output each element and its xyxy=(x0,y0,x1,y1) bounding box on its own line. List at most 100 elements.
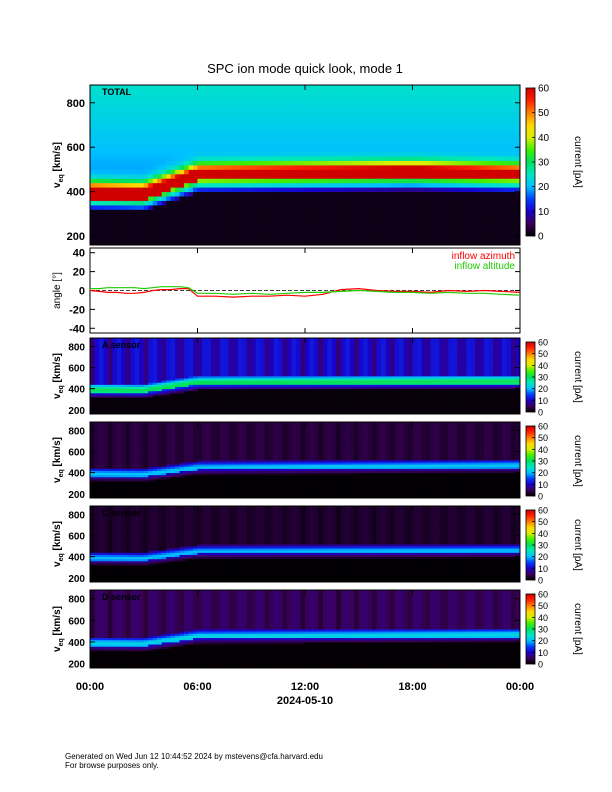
heatmap-cell xyxy=(90,363,95,366)
heatmap-cell xyxy=(237,196,243,201)
heatmap-cell xyxy=(184,182,189,188)
heatmap-cell xyxy=(130,403,136,406)
heatmap-cell xyxy=(201,386,207,390)
heatmap-cell xyxy=(497,222,503,228)
heatmap-cell xyxy=(367,111,373,117)
heatmap-cell xyxy=(443,240,449,246)
heatmap-cell xyxy=(157,354,163,358)
heatmap-cell xyxy=(246,378,252,381)
heatmap-cell xyxy=(354,165,360,170)
heatmap-cell xyxy=(170,107,176,113)
heatmap-cell xyxy=(511,98,516,104)
heatmap-cell xyxy=(430,138,436,144)
heatmap-cell xyxy=(107,231,113,237)
heatmap-cell xyxy=(125,386,131,390)
heatmap-cell xyxy=(184,165,189,170)
heatmap-cell xyxy=(327,240,333,246)
heatmap-cell xyxy=(403,85,409,90)
heatmap-cell xyxy=(273,222,279,228)
heatmap-cell xyxy=(139,338,145,341)
heatmap-cell xyxy=(90,222,95,228)
heatmap-cell xyxy=(448,218,454,224)
heatmap-cell xyxy=(264,352,270,356)
heatmap-cell xyxy=(237,390,243,394)
heatmap-cell xyxy=(157,344,163,347)
heatmap-cell xyxy=(188,200,194,206)
heatmap-cell xyxy=(475,178,481,184)
heatmap-cell xyxy=(161,98,167,104)
heatmap-cell xyxy=(264,390,270,394)
heatmap-cell xyxy=(264,89,270,95)
heatmap-cell xyxy=(502,213,507,219)
heatmap-cell xyxy=(260,365,266,368)
heatmap-cell xyxy=(390,187,395,193)
heatmap-cell xyxy=(219,338,225,341)
heatmap-cell xyxy=(358,213,364,219)
heatmap-cell xyxy=(148,338,154,341)
heatmap-cell xyxy=(322,165,328,170)
heatmap-cell xyxy=(327,116,333,121)
legend-entry-inflow-azimuth: inflow azimuth xyxy=(452,251,515,262)
heatmap-cell xyxy=(161,120,167,126)
heatmap-cell xyxy=(143,147,149,153)
heatmap-cell xyxy=(296,85,301,90)
heatmap-cell xyxy=(367,89,373,95)
heatmap-cell xyxy=(430,133,436,139)
heatmap-cell xyxy=(143,222,149,228)
heatmap-cell xyxy=(233,399,239,402)
heatmap-cell xyxy=(94,240,100,246)
heatmap-cell xyxy=(148,373,154,377)
heatmap-cell xyxy=(327,222,333,228)
heatmap-cell xyxy=(193,407,198,411)
heatmap-cell xyxy=(305,120,310,126)
heatmap-cell xyxy=(327,93,333,99)
heatmap-cell xyxy=(143,240,149,246)
heatmap-cell xyxy=(175,344,180,347)
heatmap-cell xyxy=(193,120,198,126)
heatmap-cell xyxy=(184,384,189,387)
heatmap-cell xyxy=(282,173,288,179)
heatmap-cell xyxy=(143,165,149,170)
heatmap-cell xyxy=(497,133,503,139)
heatmap-cell xyxy=(340,213,346,219)
heatmap-cell xyxy=(309,213,315,219)
heatmap-cell xyxy=(107,98,113,104)
heatmap-cell xyxy=(166,231,172,237)
heatmap-cell xyxy=(112,85,118,90)
heatmap-cell xyxy=(443,173,449,179)
heatmap-cell xyxy=(340,133,346,139)
heatmap-cell xyxy=(166,373,172,377)
heatmap-cell xyxy=(390,200,395,206)
heatmap-cell xyxy=(143,213,149,219)
heatmap-cell xyxy=(345,129,351,135)
heatmap-cell xyxy=(107,138,113,144)
heatmap-cell xyxy=(381,129,387,135)
heatmap-cell xyxy=(224,390,230,394)
heatmap-cell xyxy=(264,165,270,170)
heatmap-cell xyxy=(273,142,279,148)
heatmap-cell xyxy=(228,403,234,406)
heatmap-cell xyxy=(506,213,512,219)
heatmap-cell xyxy=(354,236,360,241)
heatmap-cell xyxy=(358,142,364,148)
heatmap-cell xyxy=(448,160,454,166)
heatmap-cell xyxy=(493,178,499,184)
heatmap-cell xyxy=(300,107,306,113)
heatmap-cell xyxy=(148,361,154,364)
heatmap-cell xyxy=(175,151,180,157)
heatmap-cell xyxy=(215,407,221,411)
heatmap-cell xyxy=(139,129,145,135)
heatmap-cell xyxy=(255,390,261,394)
heatmap-cell xyxy=(484,111,490,117)
heatmap-cell xyxy=(179,365,185,368)
heatmap-cell xyxy=(233,397,239,400)
heatmap-cell xyxy=(107,125,113,130)
heatmap-cell xyxy=(143,133,149,139)
heatmap-cell xyxy=(103,116,109,121)
heatmap-cell xyxy=(121,227,127,233)
heatmap-cell xyxy=(385,236,391,241)
heatmap-cell xyxy=(148,386,154,390)
heatmap-cell xyxy=(291,178,297,184)
heatmap-cell xyxy=(511,129,516,135)
heatmap-cell xyxy=(157,380,163,383)
